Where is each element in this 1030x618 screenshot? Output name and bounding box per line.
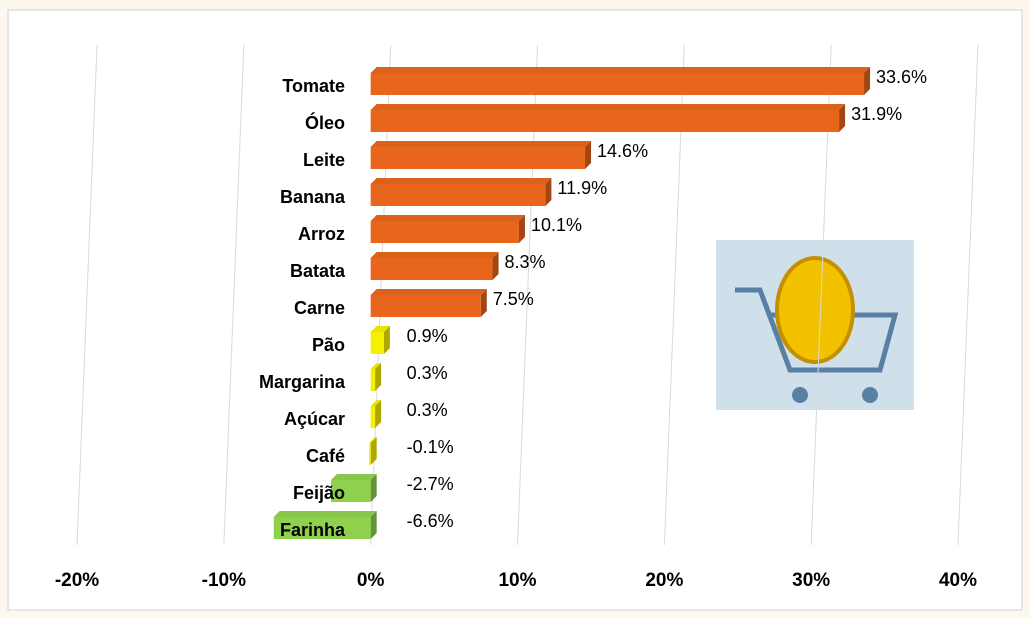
value-label: -0.1%	[407, 437, 454, 457]
bar-top	[371, 178, 552, 184]
value-label: -6.6%	[407, 511, 454, 531]
bar	[371, 258, 493, 280]
x-tick-label: 10%	[498, 570, 536, 591]
value-label: 33.6%	[876, 67, 927, 87]
category-label: Leite	[303, 150, 345, 170]
bar	[371, 73, 864, 95]
x-tick-label: -10%	[202, 570, 246, 591]
bar-top	[371, 67, 870, 73]
cart-wheel	[862, 387, 878, 403]
category-label: Tomate	[282, 76, 345, 96]
value-label: 7.5%	[493, 289, 534, 309]
bar-top	[371, 289, 487, 295]
value-label: 0.3%	[407, 400, 448, 420]
value-label: 0.9%	[407, 326, 448, 346]
x-tick-label: 30%	[792, 570, 830, 591]
value-label: 14.6%	[597, 141, 648, 161]
dollar-shape	[777, 258, 853, 362]
category-label: Pão	[312, 335, 345, 355]
x-tick-label: 40%	[939, 570, 977, 591]
bar-top	[274, 511, 377, 517]
cart-image	[716, 240, 914, 410]
bar	[371, 332, 384, 354]
value-label: 0.3%	[407, 363, 448, 383]
x-tick-label: 20%	[645, 570, 683, 591]
x-tick-label: -20%	[55, 570, 99, 591]
bar-top	[371, 215, 525, 221]
category-label: Margarina	[259, 372, 346, 392]
value-label: 31.9%	[851, 104, 902, 124]
value-label: 10.1%	[531, 215, 582, 235]
category-label: Farinha	[280, 520, 346, 540]
category-label: Carne	[294, 298, 345, 318]
bar	[371, 295, 481, 317]
category-label: Feijão	[293, 483, 345, 503]
category-label: Banana	[280, 187, 346, 207]
cart-wheel	[792, 387, 808, 403]
bar-top	[371, 252, 499, 258]
bar-top	[371, 141, 591, 147]
category-label: Óleo	[305, 112, 345, 133]
bar	[371, 406, 375, 428]
bar-top	[331, 474, 377, 480]
category-label: Arroz	[298, 224, 345, 244]
bar	[369, 443, 370, 465]
category-label: Açúcar	[284, 409, 345, 429]
category-label: Batata	[290, 261, 346, 281]
value-label: 8.3%	[505, 252, 546, 272]
bar	[371, 184, 546, 206]
bar	[371, 110, 839, 132]
bar	[371, 369, 375, 391]
value-label: -2.7%	[407, 474, 454, 494]
x-tick-label: 0%	[357, 570, 385, 591]
value-label: 11.9%	[557, 178, 607, 198]
bar	[371, 147, 585, 169]
category-label: Café	[306, 446, 345, 466]
chart: -20% -10% 0% 10% 20% 30% 40% Tomate 33.6% Óleo 31.…	[0, 0, 1030, 613]
bar	[371, 221, 519, 243]
bar-top	[371, 104, 845, 110]
